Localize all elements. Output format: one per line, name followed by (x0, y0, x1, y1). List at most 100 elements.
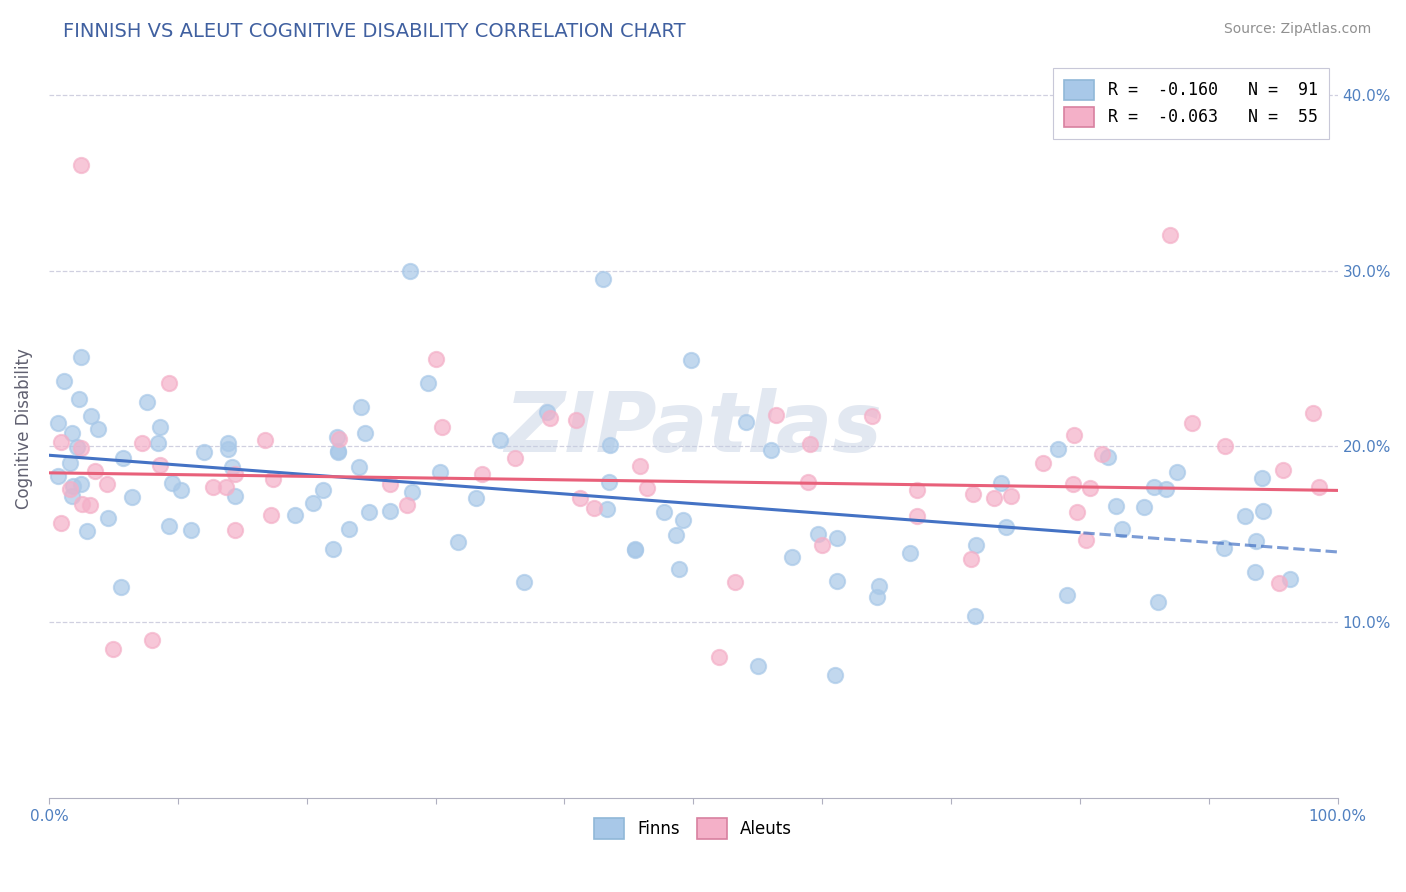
Point (810, 538, 832, 552)
Point (80, 409, 103, 424)
Point (349, 400, 371, 414)
Point (110, 580, 132, 594)
Point (121, 490, 143, 504)
Point (97, 511, 120, 525)
Point (1143, 479, 1166, 493)
Point (470, 467, 492, 481)
Point (49, 516, 72, 530)
Point (538, 410, 561, 425)
Point (1233, 508, 1256, 523)
Point (598, 475, 620, 489)
Point (827, 574, 849, 588)
Point (131, 435, 153, 450)
Point (103, 641, 125, 656)
Point (69, 477, 91, 491)
Point (221, 460, 243, 475)
Point (1166, 465, 1188, 479)
Point (965, 538, 987, 552)
Point (326, 444, 349, 458)
Point (797, 475, 820, 490)
Point (1272, 463, 1295, 477)
Point (157, 376, 180, 390)
Point (217, 436, 239, 450)
Point (959, 552, 981, 566)
Point (149, 420, 172, 434)
Point (1091, 447, 1114, 461)
Point (1133, 500, 1156, 514)
Point (723, 575, 745, 590)
Point (1063, 428, 1085, 442)
Point (599, 438, 621, 452)
Point (565, 412, 588, 426)
Point (425, 351, 447, 366)
Point (990, 476, 1012, 491)
Point (905, 508, 928, 523)
Point (70, 496, 93, 510)
Point (1154, 482, 1177, 496)
Point (162, 475, 184, 490)
Point (735, 415, 758, 429)
Point (583, 500, 606, 515)
Point (623, 541, 645, 556)
Point (62, 479, 84, 493)
Point (624, 542, 647, 557)
Point (46, 468, 69, 483)
Point (1250, 471, 1272, 485)
Point (592, 272, 614, 286)
Point (70, 441, 93, 455)
Point (416, 376, 439, 390)
Point (1000, 489, 1022, 503)
Point (1078, 481, 1101, 495)
Point (536, 405, 558, 419)
Point (357, 505, 380, 519)
Point (747, 659, 769, 673)
Point (214, 480, 236, 494)
Point (398, 263, 420, 277)
Point (464, 491, 486, 506)
Point (1032, 456, 1054, 470)
Point (665, 527, 688, 541)
Point (1046, 442, 1069, 457)
Point (59, 482, 82, 496)
Text: Source: ZipAtlas.com: Source: ZipAtlas.com (1223, 22, 1371, 37)
Point (284, 508, 307, 522)
Point (135, 394, 157, 409)
Point (1308, 480, 1330, 494)
Point (224, 467, 246, 482)
Point (328, 444, 350, 458)
Point (1066, 504, 1088, 518)
Point (141, 632, 163, 647)
Point (58, 456, 80, 470)
Point (60, 489, 83, 503)
Point (799, 437, 821, 451)
Point (636, 481, 658, 495)
Legend: Finns, Aleuts: Finns, Aleuts (588, 812, 799, 846)
Point (707, 650, 730, 665)
Point (1056, 589, 1078, 603)
Point (70, 350, 93, 364)
Point (765, 409, 787, 423)
Point (1244, 565, 1267, 579)
Point (325, 430, 347, 444)
Point (447, 535, 470, 549)
Point (679, 353, 702, 368)
Point (1105, 499, 1128, 513)
Point (824, 668, 846, 682)
Point (568, 491, 591, 506)
Text: FINNISH VS ALEUT COGNITIVE DISABILITY CORRELATION CHART: FINNISH VS ALEUT COGNITIVE DISABILITY CO… (63, 22, 686, 41)
Point (513, 575, 536, 590)
Point (180, 523, 202, 537)
Point (866, 590, 889, 604)
Point (347, 459, 370, 474)
Point (905, 483, 928, 498)
Point (1147, 595, 1170, 609)
Point (51, 434, 73, 449)
Point (596, 502, 619, 516)
Point (869, 579, 891, 593)
Point (1062, 476, 1084, 491)
Point (489, 434, 512, 448)
Point (312, 483, 335, 497)
Point (87, 422, 110, 436)
Text: ZIPatlas: ZIPatlas (505, 388, 882, 469)
Point (378, 477, 401, 491)
